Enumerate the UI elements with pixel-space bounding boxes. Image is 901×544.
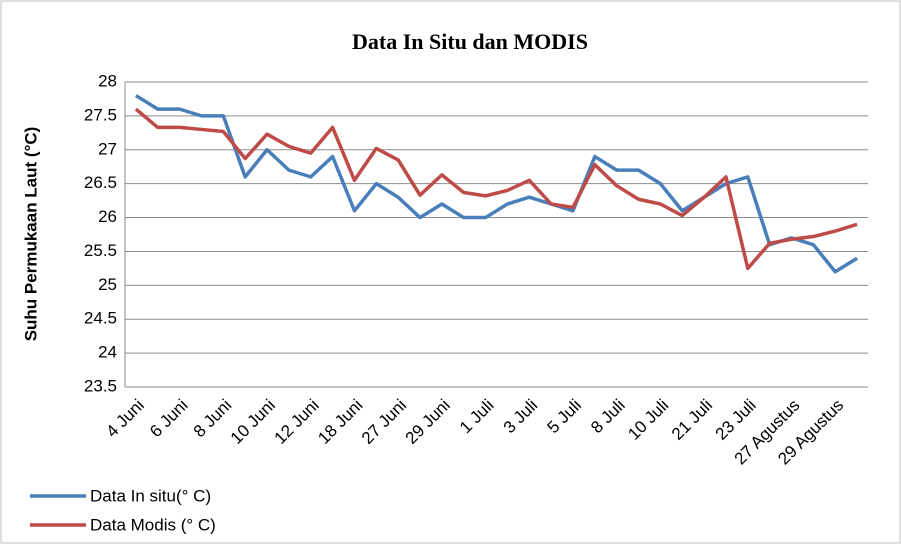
y-axis-label: Suhu Permukaan Laut (°C) <box>21 127 40 342</box>
y-tick-label: 23.5 <box>84 376 117 395</box>
legend-label: Data In situ(° C) <box>90 486 211 505</box>
series-line <box>134 107 858 271</box>
y-tick-label: 25.5 <box>84 241 117 260</box>
y-tick-label: 26 <box>98 207 117 226</box>
y-tick-label: 28 <box>98 71 117 90</box>
y-tick-label: 27.5 <box>84 105 117 124</box>
legend-label: Data Modis (° C) <box>90 515 216 534</box>
y-tick-label: 24.5 <box>84 309 117 328</box>
y-tick-label: 25 <box>98 275 117 294</box>
y-tick-label: 26.5 <box>84 173 117 192</box>
y-tick-label: 24 <box>98 343 117 362</box>
y-tick-label: 27 <box>98 139 117 158</box>
series-line <box>135 94 858 274</box>
chart-title: Data In Situ dan MODIS <box>352 29 588 54</box>
